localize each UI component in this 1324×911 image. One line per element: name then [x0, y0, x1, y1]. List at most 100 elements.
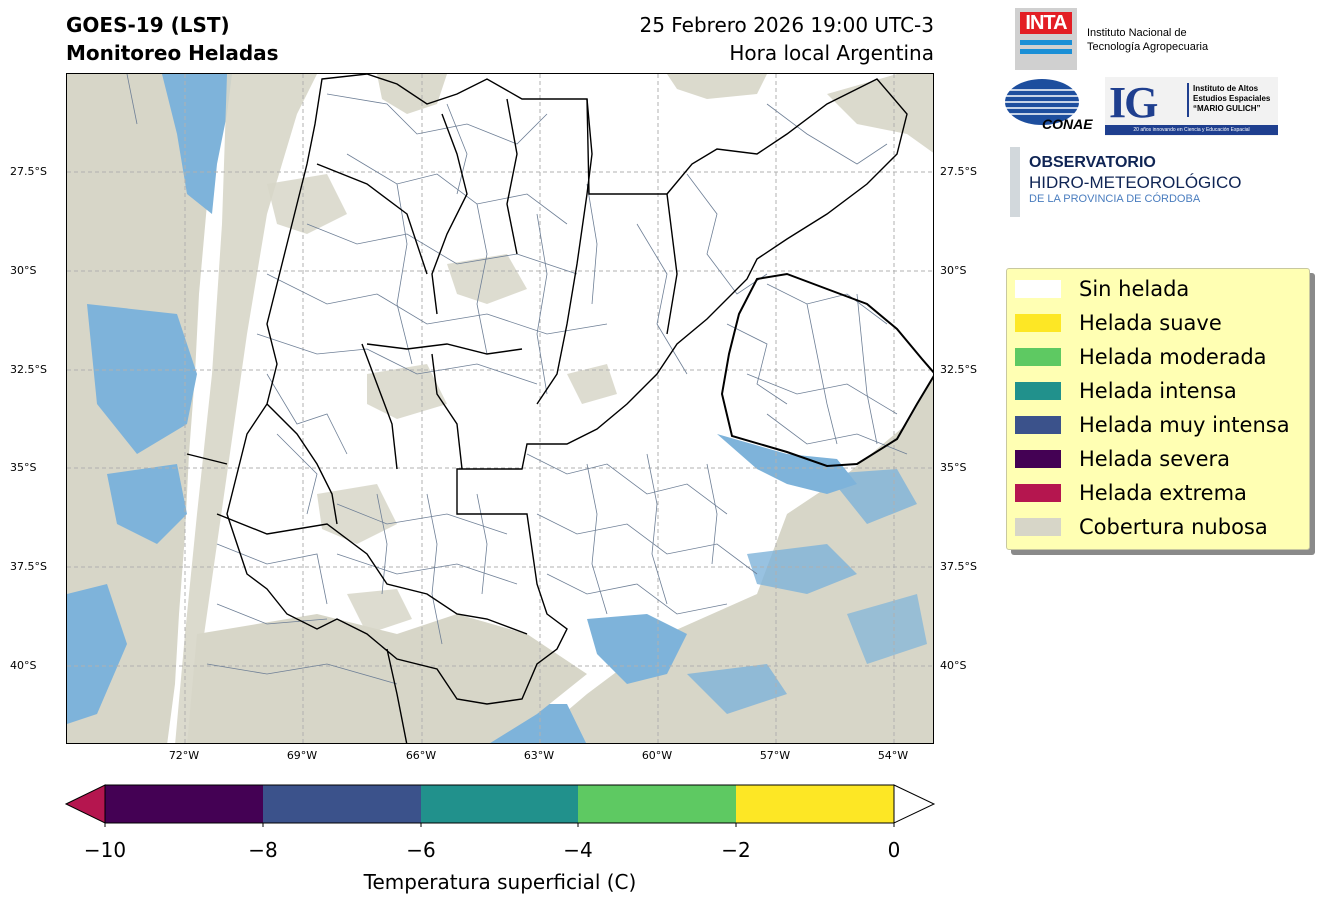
conae-logo: CONAE — [1004, 78, 1093, 134]
colorbar-frame — [104, 784, 895, 824]
uruguay-border — [720, 272, 933, 468]
ig-tagline: 20 años innovando en Ciencia y Educación… — [1105, 125, 1278, 135]
legend-item: Helada intensa — [1015, 379, 1237, 403]
ig-text-line3: “MARIO GULICH” — [1193, 104, 1261, 113]
lon-label: 54°W — [877, 749, 909, 762]
colorbar-tick-label: −6 — [406, 838, 436, 862]
colorbar-under-arrow — [64, 784, 106, 824]
lat-label: 32.5°S — [10, 363, 47, 376]
legend-item: Helada muy intensa — [1015, 413, 1290, 437]
legend-item: Helada severa — [1015, 447, 1230, 471]
colorbar-segment — [421, 785, 578, 823]
colorbar-segment — [263, 785, 421, 823]
cloud-cover-north — [447, 254, 527, 304]
lat-label-right: 40°S — [940, 659, 967, 672]
lon-label: 66°W — [405, 749, 437, 762]
province-borders — [186, 74, 933, 743]
cloud-cover-north — [367, 364, 447, 419]
legend-swatch — [1015, 280, 1061, 298]
cloud-cover-north — [347, 589, 412, 634]
map-title: GOES-19 (LST) — [66, 13, 230, 37]
observatorio-logo: OBSERVATORIO HIDRO-METEOROLÓGICO DE LA P… — [1029, 154, 1242, 205]
legend-label: Sin helada — [1079, 277, 1190, 301]
legend-item: Helada suave — [1015, 311, 1222, 335]
observatorio-line2: HIDRO-METEOROLÓGICO — [1029, 173, 1242, 192]
inta-text-line2: Tecnología Agropecuaria — [1087, 41, 1209, 53]
colorbar-segment — [105, 785, 263, 823]
legend-item: Sin helada — [1015, 277, 1190, 301]
ig-logo: IG Instituto de Altos Estudios Espaciale… — [1105, 77, 1278, 136]
legend-label: Cobertura nubosa — [1079, 515, 1268, 539]
cloud-cover-north — [667, 74, 767, 99]
colorbar-over-arrow — [893, 784, 936, 824]
cloud-cover-atlantic — [529, 377, 933, 743]
cloud-cover-north — [317, 484, 397, 544]
ig-text-line2: Estudios Espaciales — [1193, 94, 1271, 103]
water-patch-atlantic — [687, 664, 787, 714]
colorbar-tick-label: −4 — [563, 838, 593, 862]
lat-label: 35°S — [10, 461, 37, 474]
department-borders — [126, 74, 908, 685]
inta-text-line1: Instituto Nacional de — [1087, 27, 1187, 39]
datetime-label: 25 Febrero 2026 19:00 UTC-3 — [639, 13, 934, 37]
legend-swatch — [1015, 450, 1061, 468]
inta-logo: INTA — [1015, 8, 1077, 70]
legend-label: Helada moderada — [1079, 345, 1267, 369]
legend-item: Helada moderada — [1015, 345, 1267, 369]
legend-label: Helada suave — [1079, 311, 1222, 335]
argentina-outline — [226, 74, 908, 705]
water-patch-pacific — [87, 304, 197, 454]
lat-label-right: 35°S — [940, 461, 967, 474]
colorbar — [64, 783, 936, 827]
map-canvas — [67, 74, 933, 743]
ig-logo-mark: IG — [1109, 78, 1158, 127]
legend-label: Helada muy intensa — [1079, 413, 1290, 437]
legend-swatch — [1015, 382, 1061, 400]
conae-globe-icon — [1005, 79, 1079, 125]
lat-label-right: 32.5°S — [940, 363, 977, 376]
legend-label: Helada severa — [1079, 447, 1230, 471]
cloud-cover-north — [267, 174, 347, 234]
legend-item: Cobertura nubosa — [1015, 515, 1268, 539]
inta-logo-text: Instituto Nacional de Tecnología Agropec… — [1087, 26, 1208, 54]
colorbar-ticks — [104, 823, 895, 827]
legend: Sin helada Helada suave Helada moderada … — [1006, 268, 1310, 550]
water-patch-pacific — [107, 464, 187, 544]
timezone-label: Hora local Argentina — [729, 41, 934, 65]
observatorio-line1: OBSERVATORIO — [1029, 154, 1156, 171]
legend-label: Helada extrema — [1079, 481, 1247, 505]
colorbar-tick-label: 0 — [887, 838, 901, 862]
cloud-cover-patagonia — [187, 614, 587, 743]
colorbar-segment — [736, 785, 894, 823]
colorbar-tick-label: −10 — [83, 838, 127, 862]
legend-swatch — [1015, 518, 1061, 536]
colorbar-title: Temperatura superficial (C) — [363, 870, 637, 894]
colorbar-segment — [578, 785, 736, 823]
lat-label-right: 27.5°S — [940, 165, 977, 178]
lon-label: 57°W — [759, 749, 791, 762]
lat-label-right: 37.5°S — [940, 560, 977, 573]
colorbar-tick-label: −2 — [721, 838, 751, 862]
conae-logo-mark: CONAE — [1042, 116, 1093, 132]
water-patch-pacific — [67, 584, 127, 724]
colorbar-tick-label: −8 — [248, 838, 278, 862]
graticule — [67, 74, 933, 743]
ig-text-line1: Instituto de Altos — [1193, 84, 1259, 93]
lon-label: 63°W — [523, 749, 555, 762]
lat-label: 27.5°S — [10, 165, 47, 178]
lat-label: 30°S — [10, 264, 37, 277]
water-patch-atlantic — [847, 594, 927, 664]
cloud-cover-andes — [175, 74, 317, 743]
observatorio-logo-bar — [1010, 147, 1020, 217]
legend-swatch — [1015, 348, 1061, 366]
lat-label: 37.5°S — [10, 560, 47, 573]
observatorio-line3: DE LA PROVINCIA DE CÓRDOBA — [1029, 193, 1201, 205]
frost-map[interactable] — [66, 73, 934, 744]
lat-label: 40°S — [10, 659, 37, 672]
water-rio-de-la-plata — [717, 434, 857, 494]
colorbar-svg — [64, 784, 936, 827]
legend-label: Helada intensa — [1079, 379, 1237, 403]
cloud-cover-north — [567, 364, 617, 404]
map-subtitle: Monitoreo Heladas — [66, 41, 279, 65]
inta-logo-mark: INTA — [1020, 12, 1072, 34]
